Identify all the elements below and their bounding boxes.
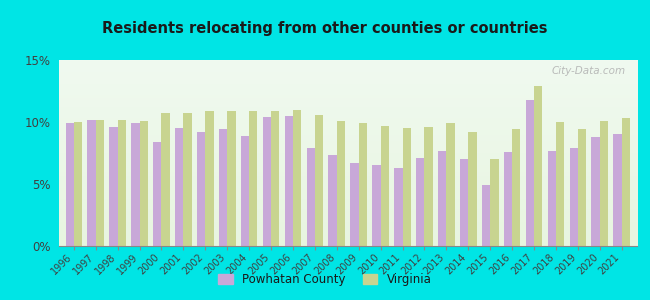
Bar xyxy=(307,148,315,246)
Text: City-Data.com: City-Data.com xyxy=(551,66,625,76)
Bar xyxy=(153,142,161,246)
Bar xyxy=(74,122,82,246)
Bar xyxy=(394,168,402,246)
Bar xyxy=(424,127,433,246)
Bar xyxy=(240,136,249,246)
Bar xyxy=(592,137,600,246)
Bar xyxy=(205,111,214,246)
Bar xyxy=(402,128,411,246)
Bar xyxy=(140,121,148,246)
Bar xyxy=(556,122,564,246)
Bar xyxy=(118,119,126,246)
Bar xyxy=(614,134,621,246)
Bar xyxy=(227,111,235,246)
Bar xyxy=(490,159,499,246)
Bar xyxy=(285,116,293,246)
Bar xyxy=(66,123,74,246)
Bar xyxy=(328,155,337,246)
Bar xyxy=(87,119,96,246)
Bar xyxy=(526,100,534,246)
Bar xyxy=(96,119,104,246)
Bar xyxy=(468,132,476,246)
Bar xyxy=(249,111,257,246)
Bar xyxy=(600,121,608,246)
Bar xyxy=(460,159,468,246)
Bar xyxy=(293,110,302,246)
Bar xyxy=(504,152,512,246)
Bar xyxy=(197,132,205,246)
Bar xyxy=(219,129,227,246)
Bar xyxy=(621,118,630,246)
Text: Residents relocating from other counties or countries: Residents relocating from other counties… xyxy=(102,21,548,36)
Bar xyxy=(109,127,118,246)
Bar xyxy=(547,151,556,246)
Bar xyxy=(372,165,381,246)
Bar xyxy=(337,121,345,246)
Bar xyxy=(175,128,183,246)
Bar xyxy=(438,151,447,246)
Bar xyxy=(512,129,521,246)
Bar xyxy=(271,111,280,246)
Bar xyxy=(350,163,359,246)
Bar xyxy=(131,123,140,246)
Bar xyxy=(534,86,542,246)
Bar xyxy=(315,115,323,246)
Bar xyxy=(263,117,271,246)
Bar xyxy=(381,126,389,246)
Bar xyxy=(447,123,455,246)
Bar xyxy=(359,123,367,246)
Bar xyxy=(482,185,490,246)
Bar xyxy=(161,113,170,246)
Bar xyxy=(183,113,192,246)
Bar xyxy=(578,129,586,246)
Bar xyxy=(416,158,424,246)
Bar xyxy=(569,148,578,246)
Legend: Powhatan County, Virginia: Powhatan County, Virginia xyxy=(214,269,436,291)
